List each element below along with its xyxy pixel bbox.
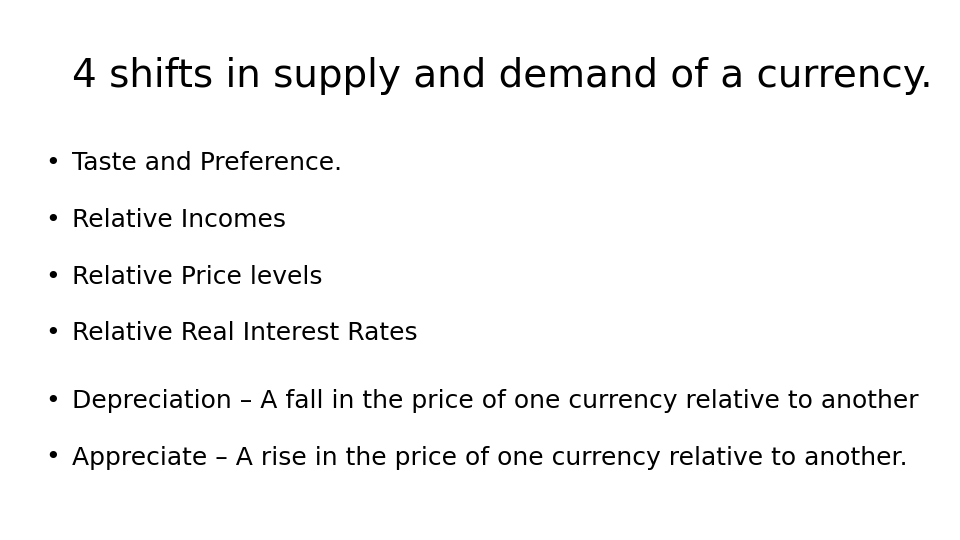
Text: Relative Incomes: Relative Incomes <box>72 208 286 232</box>
Text: •: • <box>45 208 60 232</box>
Text: •: • <box>45 151 60 175</box>
Text: Taste and Preference.: Taste and Preference. <box>72 151 342 175</box>
Text: Depreciation – A fall in the price of one currency relative to another: Depreciation – A fall in the price of on… <box>72 389 919 413</box>
Text: •: • <box>45 321 60 345</box>
Text: •: • <box>45 446 60 469</box>
Text: Relative Real Interest Rates: Relative Real Interest Rates <box>72 321 418 345</box>
Text: •: • <box>45 265 60 288</box>
Text: Appreciate – A rise in the price of one currency relative to another.: Appreciate – A rise in the price of one … <box>72 446 907 469</box>
Text: 4 shifts in supply and demand of a currency.: 4 shifts in supply and demand of a curre… <box>72 57 932 94</box>
Text: •: • <box>45 389 60 413</box>
Text: Relative Price levels: Relative Price levels <box>72 265 323 288</box>
